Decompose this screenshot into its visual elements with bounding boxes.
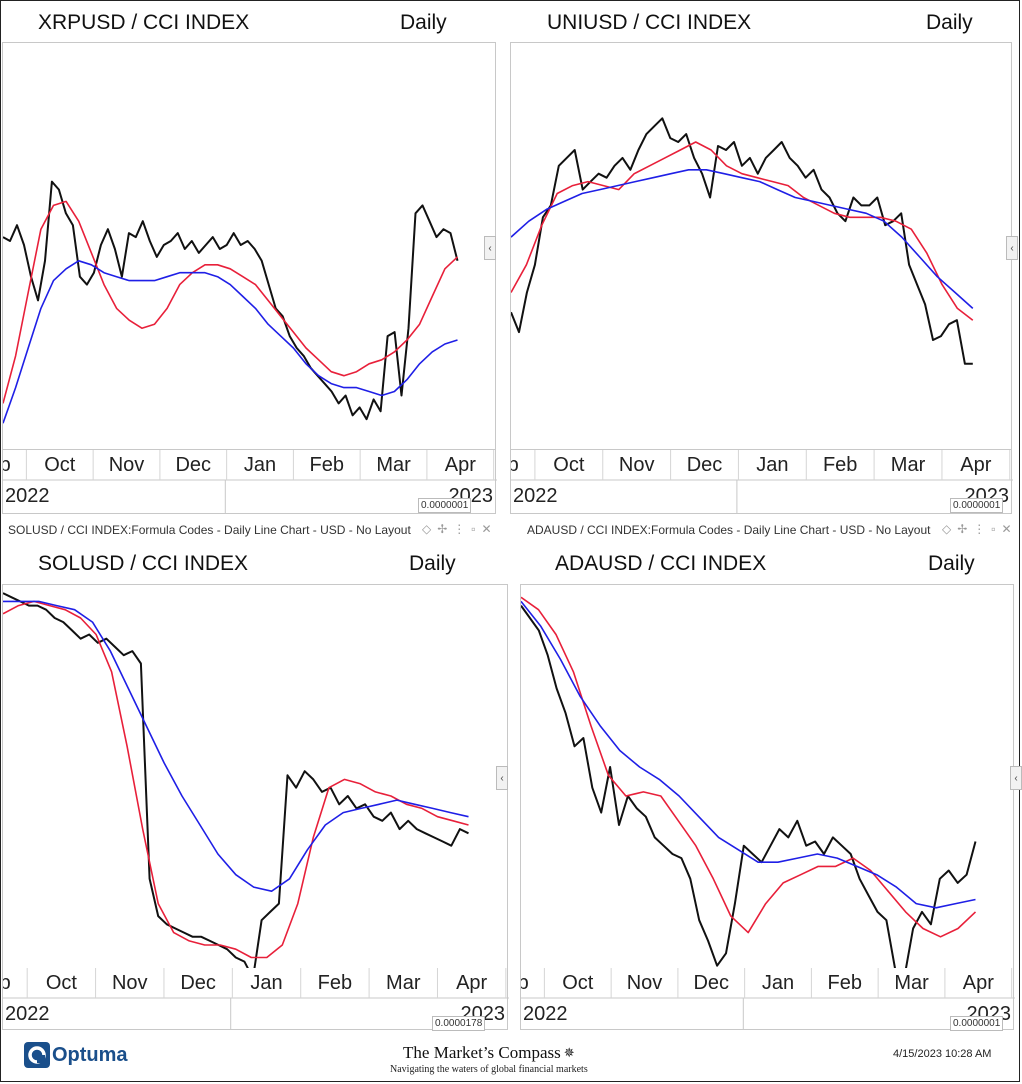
line-chart <box>521 596 977 980</box>
optuma-logo: Optuma <box>24 1042 128 1068</box>
price-line <box>3 592 469 980</box>
fast-ma-line <box>511 141 974 321</box>
chart-title: XRPUSD / CCI INDEX <box>38 11 250 34</box>
plot-area[interactable] <box>510 42 1012 450</box>
year-label: 2022 <box>523 1003 568 1025</box>
x-axis: SepOctNovDecJanFebMarApr20222023 <box>483 450 1013 514</box>
panel-collapse-button[interactable]: ‹ <box>1006 236 1018 260</box>
x-tick-label: Apr <box>960 454 991 476</box>
chart-period: Daily <box>409 552 456 575</box>
chart-title: ADAUSD / CCI INDEX <box>555 552 767 575</box>
x-tick-label: Mar <box>386 972 421 994</box>
timestamp: 4/15/2023 10:28 AM <box>893 1048 992 1060</box>
x-tick-label: Sep <box>3 454 11 476</box>
chart-panel-adausd: ADAUSD / CCI INDEX Daily Sep Oct Nov Dec Jan… <box>493 540 1022 1034</box>
chart-title: SOLUSD / CCI INDEX <box>38 552 249 575</box>
x-axis: SepOctNovDecJanFebMarApr20222023 <box>493 968 1015 1030</box>
year-label: 2022 <box>5 1003 50 1025</box>
x-axis-labels: SepOctNovDecJanFebMarApr20222023 <box>483 450 1013 514</box>
x-axis-labels: SepOctNovDecJanFebMarApr20222023 <box>0 450 497 514</box>
corner-value: 0.0000001 <box>418 498 472 513</box>
line-chart <box>511 117 974 365</box>
x-tick-label: Oct <box>44 454 76 476</box>
x-tick-label: Feb <box>318 972 352 994</box>
publication-name: The Market’s Compass <box>403 1043 561 1062</box>
chart-panel-uniusd: UNIUSD / CCI INDEX Daily Sep Oct Nov Dec Jan… <box>483 0 1022 520</box>
x-tick-label: Oct <box>553 454 585 476</box>
x-tick-label: Jan <box>756 454 788 476</box>
window-caption-bar-right: ADAUSD / CCI INDEX:Formula Codes - Daily… <box>527 523 1007 545</box>
window-caption: ADAUSD / CCI INDEX:Formula Codes - Daily… <box>527 523 931 537</box>
window-caption-bar-left: SOLUSD / CCI INDEX:Formula Codes - Daily… <box>8 523 508 545</box>
chart-panel-solusd: SOLUSD / CCI INDEX Daily Sep Oct Nov Dec Jan… <box>0 540 510 1034</box>
chart-title: UNIUSD / CCI INDEX <box>547 11 752 34</box>
slow-ma-line <box>3 600 469 892</box>
year-label: 2022 <box>513 485 558 507</box>
fast-ma-line <box>521 596 977 938</box>
panel-collapse-button[interactable]: ‹ <box>484 236 496 260</box>
corner-value: 0.0000178 <box>432 1016 486 1031</box>
x-tick-label: Apr <box>963 972 994 994</box>
x-tick-label: Nov <box>627 972 663 994</box>
price-line <box>3 180 459 421</box>
panel-collapse-button[interactable]: ‹ <box>1010 766 1022 790</box>
slow-ma-line <box>521 600 976 909</box>
x-tick-label: Dec <box>175 454 211 476</box>
x-tick-label: Nov <box>619 454 655 476</box>
x-tick-label: Apr <box>445 454 476 476</box>
x-tick-label: Mar <box>376 454 411 476</box>
optuma-logo-icon <box>24 1042 50 1068</box>
slow-ma-line <box>511 169 974 309</box>
fast-ma-line <box>3 200 459 404</box>
x-tick-label: Feb <box>823 454 857 476</box>
plot-area[interactable] <box>2 42 496 450</box>
x-tick-label: Jan <box>762 972 794 994</box>
x-tick-label: Oct <box>46 972 78 994</box>
window-caption: SOLUSD / CCI INDEX:Formula Codes - Daily… <box>8 523 411 537</box>
x-tick-label: Sep <box>511 454 519 476</box>
price-line <box>511 117 973 365</box>
line-chart <box>3 592 469 980</box>
plot-area[interactable] <box>520 584 1014 1010</box>
chart-panel-xrpusd: XRPUSD / CCI INDEX Daily Sep Oct Nov Dec Jan… <box>0 0 510 520</box>
corner-value: 0.0000001 <box>950 498 1004 513</box>
x-tick-label: Dec <box>693 972 729 994</box>
publication-tagline: Navigating the waters of global financia… <box>390 1064 588 1075</box>
chart-period: Daily <box>400 11 447 34</box>
fast-ma-line <box>3 600 469 959</box>
x-tick-label: Dec <box>180 972 216 994</box>
x-tick-label: Jan <box>244 454 276 476</box>
window-controls-right[interactable]: ◇✢⋮▫✕ <box>942 522 1018 536</box>
slow-ma-line <box>3 260 458 424</box>
x-tick-label: Sep <box>3 972 11 994</box>
x-tick-label: Nov <box>109 454 145 476</box>
publication-masthead: The Market’s Compass ✵ Navigating the wa… <box>390 1043 588 1075</box>
x-tick-label: Dec <box>687 454 723 476</box>
x-tick-label: Feb <box>310 454 344 476</box>
year-label: 2022 <box>5 485 50 507</box>
x-axis-labels: SepOctNovDecJanFebMarApr20222023 <box>493 968 1015 1030</box>
chart-period: Daily <box>928 552 975 575</box>
window-controls-left[interactable]: ◇✢⋮▫✕ <box>422 522 498 536</box>
chart-period: Daily <box>926 11 973 34</box>
line-chart <box>3 180 459 424</box>
x-tick-label: Feb <box>828 972 862 994</box>
x-axis: SepOctNovDecJanFebMarApr20222023 <box>0 450 497 514</box>
x-tick-label: Jan <box>250 972 282 994</box>
plot-area[interactable] <box>2 584 508 1010</box>
x-tick-label: Apr <box>456 972 487 994</box>
x-tick-label: Mar <box>894 972 929 994</box>
corner-value: 0.0000001 <box>950 1016 1004 1031</box>
x-tick-label: Sep <box>521 972 529 994</box>
x-tick-label: Nov <box>112 972 148 994</box>
price-line <box>521 605 977 980</box>
brand-name: Optuma <box>52 1043 128 1066</box>
compass-rose-icon: ✵ <box>563 1045 575 1060</box>
panel-collapse-button[interactable]: ‹ <box>496 766 508 790</box>
x-tick-label: Mar <box>891 454 926 476</box>
x-tick-label: Oct <box>562 972 594 994</box>
